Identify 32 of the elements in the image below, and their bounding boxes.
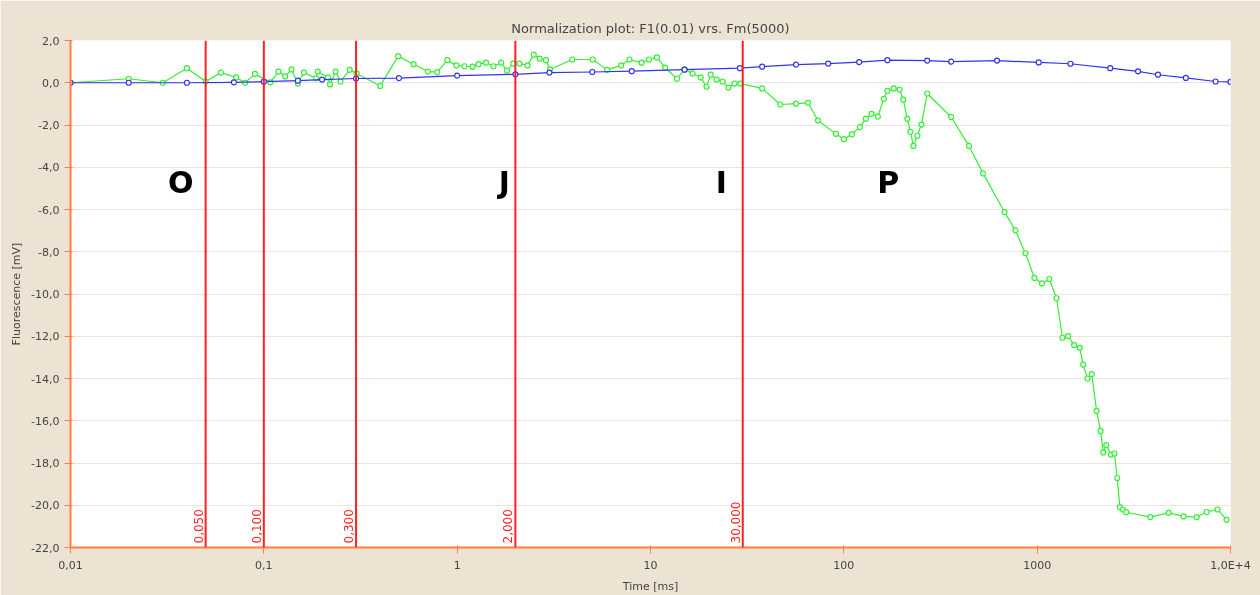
y-tick-label: 2,0: [42, 34, 60, 48]
y-tick-label: -8,0: [38, 245, 60, 259]
x-tick-label: 100: [833, 558, 855, 572]
y-tick-label: -6,0: [38, 203, 60, 217]
x-tick-label: 0,1: [255, 558, 273, 572]
y-tick-label: -16,0: [31, 414, 60, 428]
y-tick-label: -20,0: [31, 499, 60, 513]
y-axis-title: Fluorescence [mV]: [10, 242, 24, 346]
annotation: O: [167, 164, 194, 200]
annotation: J: [496, 164, 510, 200]
y-tick-label: -10,0: [31, 288, 60, 301]
y-tick-label: -4,0: [38, 161, 60, 175]
annotation: I: [715, 164, 727, 200]
y-tick-label: -22,0: [31, 541, 60, 555]
ref-line-label: 30,000: [728, 501, 743, 544]
x-tick-label: 1000: [1023, 558, 1052, 572]
ref-line-label: 0,100: [249, 509, 264, 544]
chart-title: Normalization plot: F1(0.01) vrs. Fm(5000): [511, 20, 790, 36]
x-tick-label: 0,01: [58, 558, 83, 572]
ref-line-label: 2,000: [501, 509, 516, 544]
x-tick-label: 1,0E+4: [1210, 558, 1251, 572]
x-axis-title: Time [ms]: [621, 579, 679, 593]
ref-line-label: 0,050: [191, 509, 206, 544]
y-tick-label: 0,0: [42, 76, 60, 90]
y-tick-label: -18,0: [31, 457, 60, 470]
x-tick-label: 1: [453, 558, 461, 572]
y-tick-label: -12,0: [31, 330, 60, 344]
ref-line-label: 0,300: [342, 509, 357, 544]
y-tick-label: -14,0: [31, 372, 60, 386]
annotation: P: [877, 164, 900, 200]
x-tick-label: 10: [643, 558, 658, 572]
y-tick-label: -2,0: [38, 119, 60, 132]
